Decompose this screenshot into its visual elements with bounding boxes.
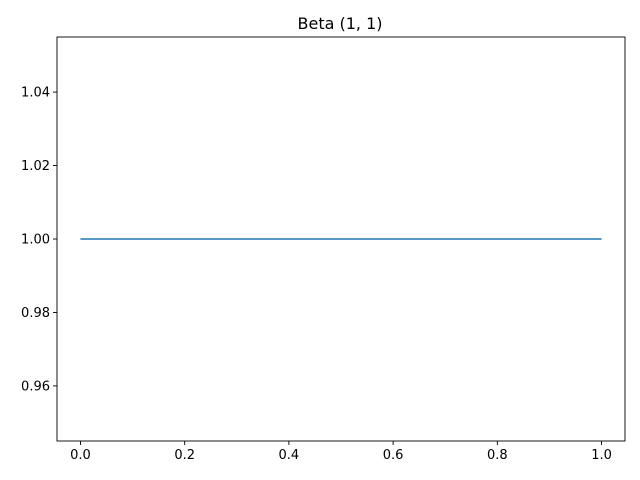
x-tick-label: 0.0 bbox=[70, 448, 91, 463]
x-tick-label: 0.6 bbox=[383, 448, 404, 463]
x-tick-label: 0.2 bbox=[174, 448, 195, 463]
axes-frame bbox=[56, 36, 626, 442]
y-tick-label: 0.98 bbox=[21, 306, 50, 321]
y-tick-label: 1.02 bbox=[21, 159, 50, 174]
x-tick-label: 0.4 bbox=[279, 448, 300, 463]
plot-area: 0.0 0.2 0.4 0.6 0.8 1.0 0.96 0.98 1.00 1.02 1.04 bbox=[21, 36, 626, 463]
y-tick-label: 1.04 bbox=[21, 86, 50, 101]
y-tick-label: 1.00 bbox=[21, 233, 50, 248]
chart-title: Beta (1, 1) bbox=[298, 14, 383, 33]
x-tick-label: 0.8 bbox=[487, 448, 508, 463]
y-tick-label: 0.96 bbox=[21, 379, 50, 394]
x-tick-label: 1.0 bbox=[591, 448, 612, 463]
